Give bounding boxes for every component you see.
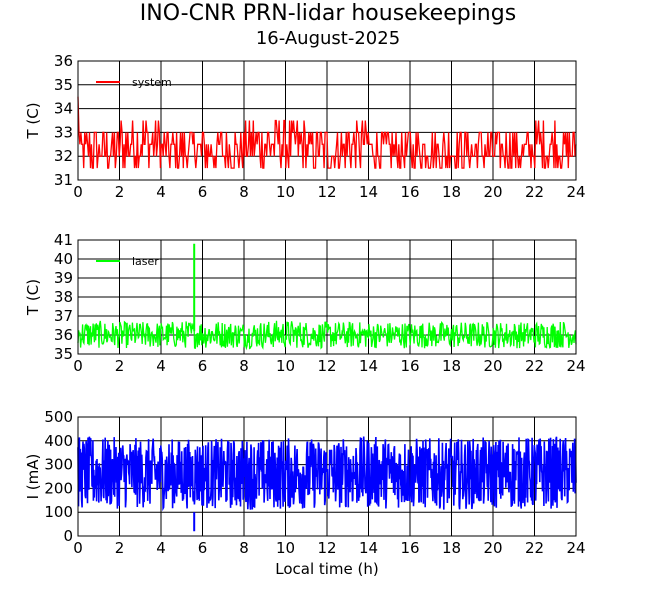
x-tick-label: 2 <box>115 539 125 557</box>
x-tick-label: 24 <box>566 539 585 557</box>
x-tick-label: 20 <box>483 539 502 557</box>
x-tick-label: 8 <box>239 539 249 557</box>
plot-frame <box>77 416 577 537</box>
x-tick-label: 20 <box>483 357 502 375</box>
x-tick-label: 24 <box>566 183 585 201</box>
y-tick-label: 37 <box>54 307 73 325</box>
x-tick-label: 12 <box>317 357 336 375</box>
y-tick-label: 500 <box>44 408 73 426</box>
plot-frame <box>77 239 577 355</box>
x-tick-label: 4 <box>156 357 166 375</box>
x-axis-label: Local time (h) <box>275 560 379 578</box>
plot-frame <box>77 60 577 181</box>
y-tick-label: 32 <box>54 147 73 165</box>
y-tick-label: 35 <box>54 345 73 363</box>
x-tick-label: 12 <box>317 183 336 201</box>
x-tick-label: 10 <box>276 539 295 557</box>
y-tick-label: 400 <box>44 432 73 450</box>
y-tick-label: 200 <box>44 479 73 497</box>
x-tick-label: 4 <box>156 183 166 201</box>
x-tick-label: 6 <box>198 183 208 201</box>
x-tick-label: 4 <box>156 539 166 557</box>
x-tick-label: 6 <box>198 539 208 557</box>
x-tick-label: 18 <box>442 539 461 557</box>
y-tick-label: 38 <box>54 288 73 306</box>
x-tick-label: 12 <box>317 539 336 557</box>
x-tick-label: 18 <box>442 183 461 201</box>
y-tick-label: 31 <box>54 171 73 189</box>
x-tick-label: 0 <box>73 183 83 201</box>
series-line-system <box>77 96 577 169</box>
legend-label: system <box>132 76 172 89</box>
x-tick-label: 22 <box>525 357 544 375</box>
x-tick-label: 8 <box>239 183 249 201</box>
x-tick-label: 2 <box>115 183 125 201</box>
legend-label: laser <box>132 255 159 268</box>
y-tick-label: 35 <box>54 76 73 94</box>
x-tick-label: 16 <box>400 357 419 375</box>
y-tick-label: 100 <box>44 503 73 521</box>
series-line-current <box>77 436 577 512</box>
y-tick-label: 34 <box>54 100 73 118</box>
y-tick-label: 300 <box>44 456 73 474</box>
x-tick-label: 24 <box>566 357 585 375</box>
x-tick-label: 8 <box>239 357 249 375</box>
x-tick-label: 10 <box>276 357 295 375</box>
y-axis-label: T (C) <box>24 279 42 316</box>
chart-title: INO-CNR PRN-lidar housekeepings <box>140 1 516 26</box>
x-tick-label: 0 <box>73 357 83 375</box>
x-tick-label: 14 <box>359 357 378 375</box>
y-tick-label: 41 <box>54 231 73 249</box>
x-tick-label: 18 <box>442 357 461 375</box>
y-tick-label: 33 <box>54 123 73 141</box>
x-tick-label: 22 <box>525 183 544 201</box>
chart-subtitle: 16-August-2025 <box>256 28 400 49</box>
x-tick-label: 2 <box>115 357 125 375</box>
x-tick-label: 14 <box>359 183 378 201</box>
x-tick-label: 10 <box>276 183 295 201</box>
x-tick-label: 22 <box>525 539 544 557</box>
x-tick-label: 14 <box>359 539 378 557</box>
x-tick-label: 0 <box>73 539 83 557</box>
series-line-laser <box>77 320 577 351</box>
y-tick-label: 40 <box>54 250 73 268</box>
y-axis-label: T (C) <box>24 102 42 139</box>
x-tick-label: 16 <box>400 539 419 557</box>
x-tick-label: 16 <box>400 183 419 201</box>
x-tick-label: 20 <box>483 183 502 201</box>
y-axis-label: I (mA) <box>24 454 42 500</box>
y-tick-label: 0 <box>63 527 73 545</box>
y-tick-label: 36 <box>54 326 73 344</box>
y-tick-label: 36 <box>54 52 73 70</box>
y-tick-label: 39 <box>54 269 73 287</box>
x-tick-label: 6 <box>198 357 208 375</box>
